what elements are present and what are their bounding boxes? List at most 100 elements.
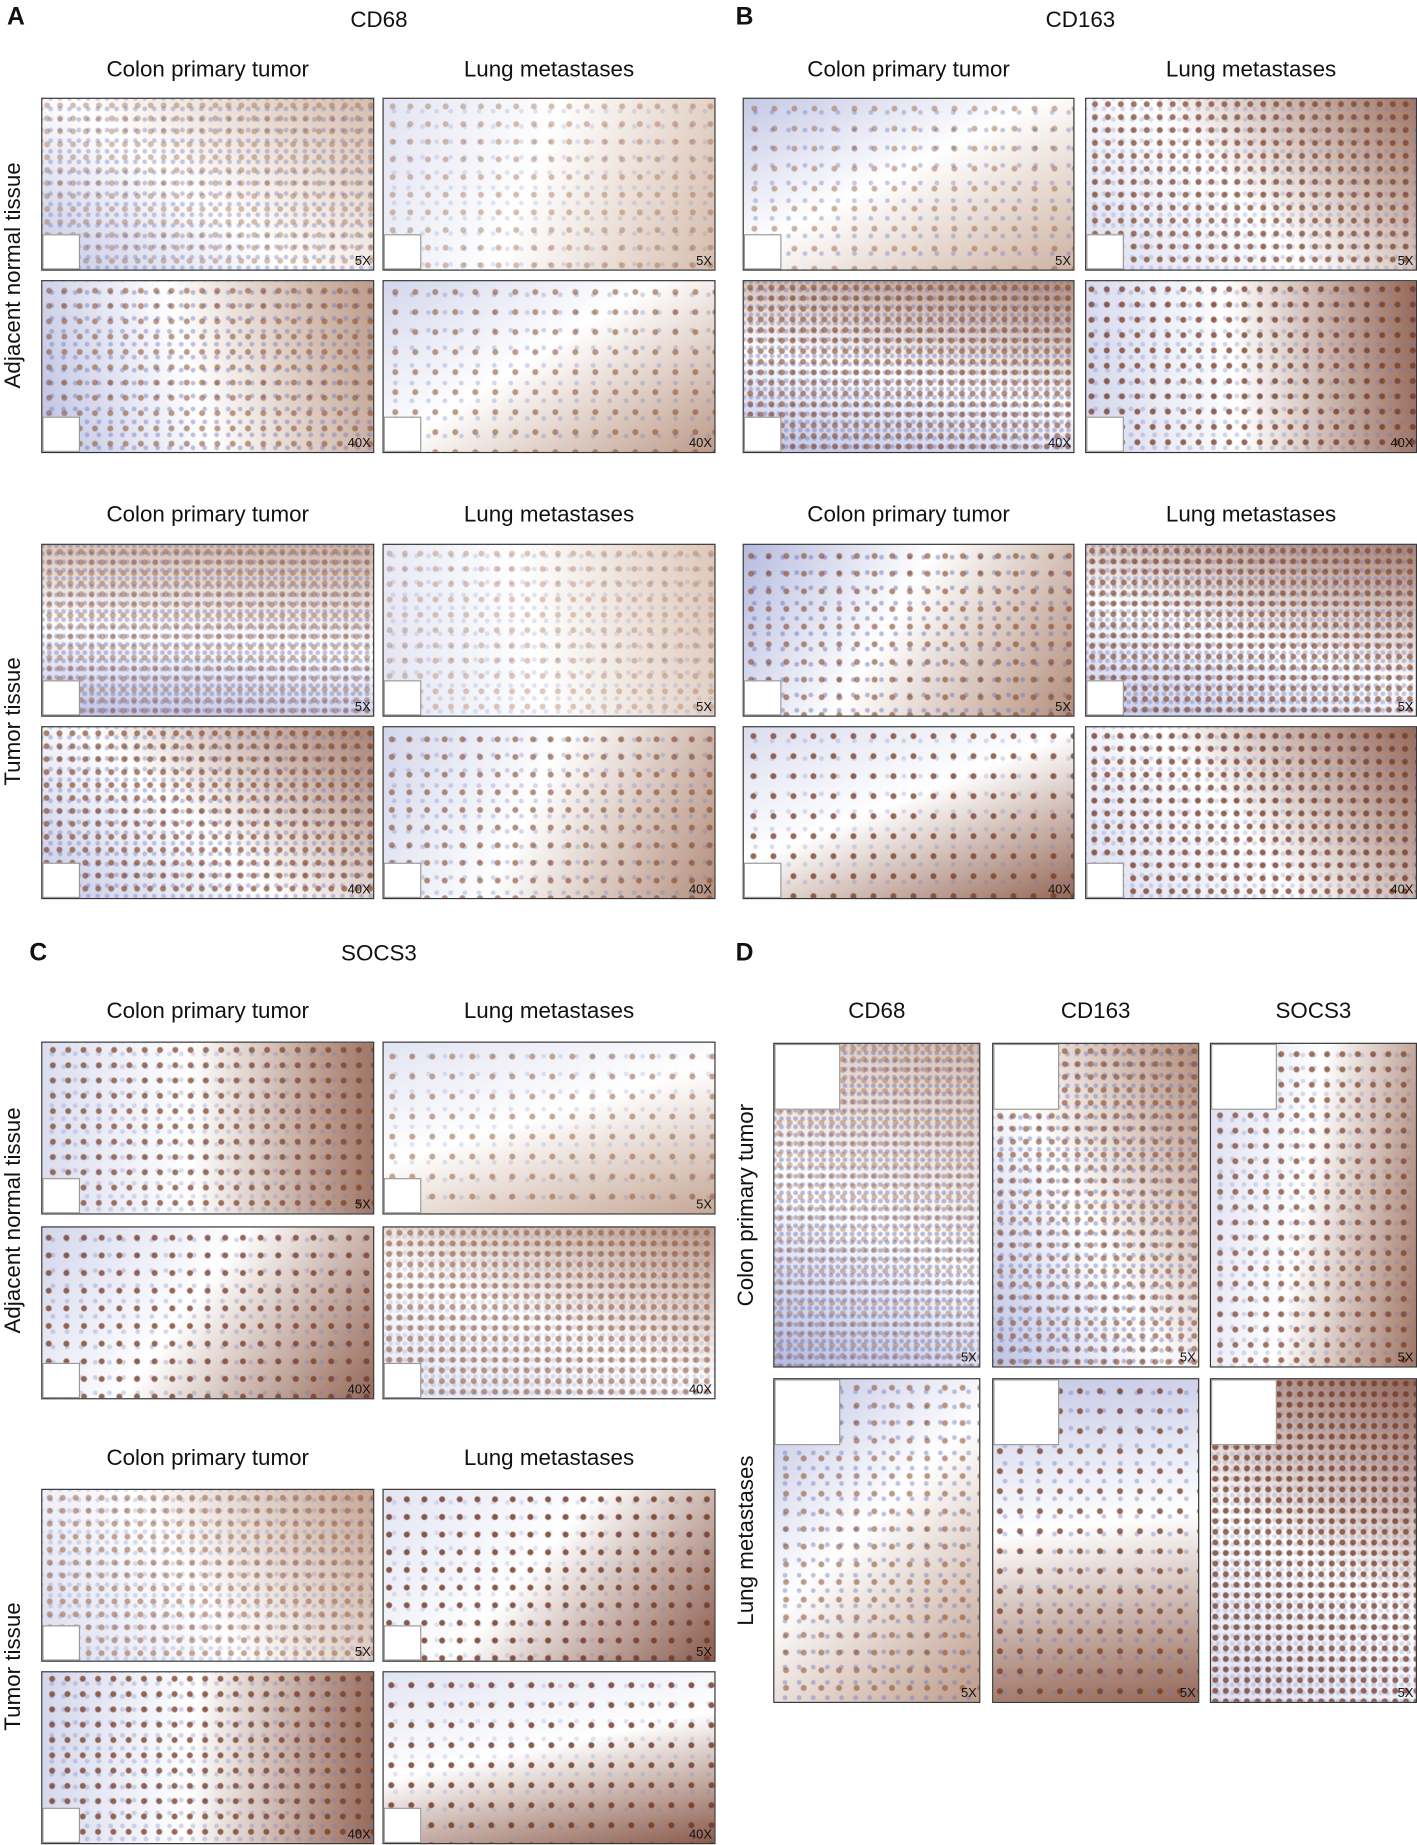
column-header: Colon primary tumor [106,502,310,528]
magnification-label: 5X [1397,1686,1414,1701]
micrograph: 5X [1209,1378,1417,1703]
magnification-label: 5X [1055,254,1071,269]
thumbnail-inset [42,1807,81,1844]
micrograph: 5X [992,1042,1200,1368]
micrograph: 40X [41,1671,375,1845]
thumbnail-inset [1086,234,1124,270]
row-label: Adjacent normal tissue [1,162,26,389]
thumbnail-inset [993,1379,1060,1446]
micrograph: 5X [1085,97,1417,271]
magnification-label: 5X [1397,700,1414,715]
thumbnail-inset [383,1178,422,1214]
panel-letter: D [735,939,754,967]
micrograph: 5X [992,1378,1200,1703]
panel-letter: A [7,3,25,31]
micrograph: 5X [1209,1042,1417,1368]
micrograph: 5X [773,1378,981,1703]
column-header: CD163 [1060,999,1131,1024]
column-header: Colon primary tumor [807,502,1010,528]
column-header: Lung metastases [463,1446,635,1472]
magnification-label: 40X [347,1382,371,1397]
thumbnail-inset [1086,416,1124,452]
row-label: Adjacent normal tissue [1,1107,26,1334]
column-header: Colon primary tumor [106,999,310,1024]
column-header: Lung metastases [1165,502,1337,528]
micrograph: 5X [1085,543,1417,717]
micrograph: 40X [382,1226,716,1400]
micrograph: 40X [742,280,1075,454]
magnification-label: 40X [1390,436,1414,451]
magnification-label: 40X [688,1382,713,1397]
thumbnail-inset [774,1043,841,1110]
micrograph: 40X [41,726,375,900]
micrograph: 40X [382,726,716,900]
magnification-label: 5X [1397,254,1414,269]
magnification-label: 5X [354,1645,371,1660]
column-header: Colon primary tumor [807,57,1010,83]
micrograph: 40X [1085,280,1417,454]
magnification-label: 40X [688,1827,713,1842]
micrograph: 40X [1085,726,1417,900]
thumbnail-inset [743,862,782,898]
magnification-label: 40X [1047,436,1071,451]
magnification-label: 40X [1047,882,1071,897]
micrograph: 5X [41,1488,375,1662]
micrograph: 5X [742,543,1075,717]
thumbnail-inset [1086,680,1124,716]
thumbnail-inset [993,1043,1060,1110]
magnification-label: 5X [354,1198,371,1213]
micrograph: 5X [773,1042,981,1368]
row-label: Colon primary tumor [734,1103,760,1307]
magnification-label: 5X [1055,700,1071,715]
column-header: CD68 [848,999,906,1024]
micrograph: 5X [382,543,716,717]
column-header: Lung metastases [463,502,635,528]
column-header: Lung metastases [1165,57,1337,83]
micrograph: 40X [382,1671,716,1845]
column-header: Lung metastases [463,57,635,83]
column-header: SOCS3 [1275,999,1352,1024]
panel-title: CD163 [1045,8,1116,33]
micrograph: 5X [382,1488,716,1662]
magnification-label: 40X [347,436,371,451]
thumbnail-inset [1211,1043,1277,1110]
thumbnail-inset [383,862,422,898]
magnification-label: 40X [688,436,713,451]
micrograph: 5X [41,97,375,271]
thumbnail-inset [743,680,782,716]
magnification-label: 40X [688,882,713,897]
micrograph: 5X [742,97,1075,271]
panel-title: CD68 [350,8,408,33]
magnification-label: 5X [696,1198,713,1213]
thumbnail-inset [42,1362,81,1399]
thumbnail-inset [42,234,81,270]
micrograph: 40X [41,280,375,454]
magnification-label: 5X [1179,1351,1196,1366]
magnification-label: 5X [1179,1686,1196,1701]
micrograph: 5X [41,1041,375,1215]
magnification-label: 40X [347,1827,371,1842]
thumbnail-inset [774,1379,841,1446]
magnification-label: 5X [354,254,371,269]
row-label: Tumor tissue [1,1602,26,1731]
magnification-label: 40X [347,882,371,897]
column-header: Colon primary tumor [106,1446,310,1472]
micrograph: 5X [41,543,375,717]
micrograph: 5X [382,1041,716,1215]
panel-title: SOCS3 [341,941,417,967]
thumbnail-inset [743,234,782,270]
column-header: Colon primary tumor [106,57,310,83]
magnification-label: 5X [960,1686,977,1701]
thumbnail-inset [1211,1379,1277,1446]
row-label: Lung metastases [734,1455,760,1626]
thumbnail-inset [42,1625,81,1661]
micrograph: 40X [41,1226,375,1400]
magnification-label: 5X [960,1351,977,1366]
thumbnail-inset [42,862,81,898]
panel-letter: C [29,939,48,967]
thumbnail-inset [383,234,422,270]
row-label: Tumor tissue [1,657,26,786]
thumbnail-inset [383,1625,422,1661]
magnification-label: 5X [696,1645,713,1660]
